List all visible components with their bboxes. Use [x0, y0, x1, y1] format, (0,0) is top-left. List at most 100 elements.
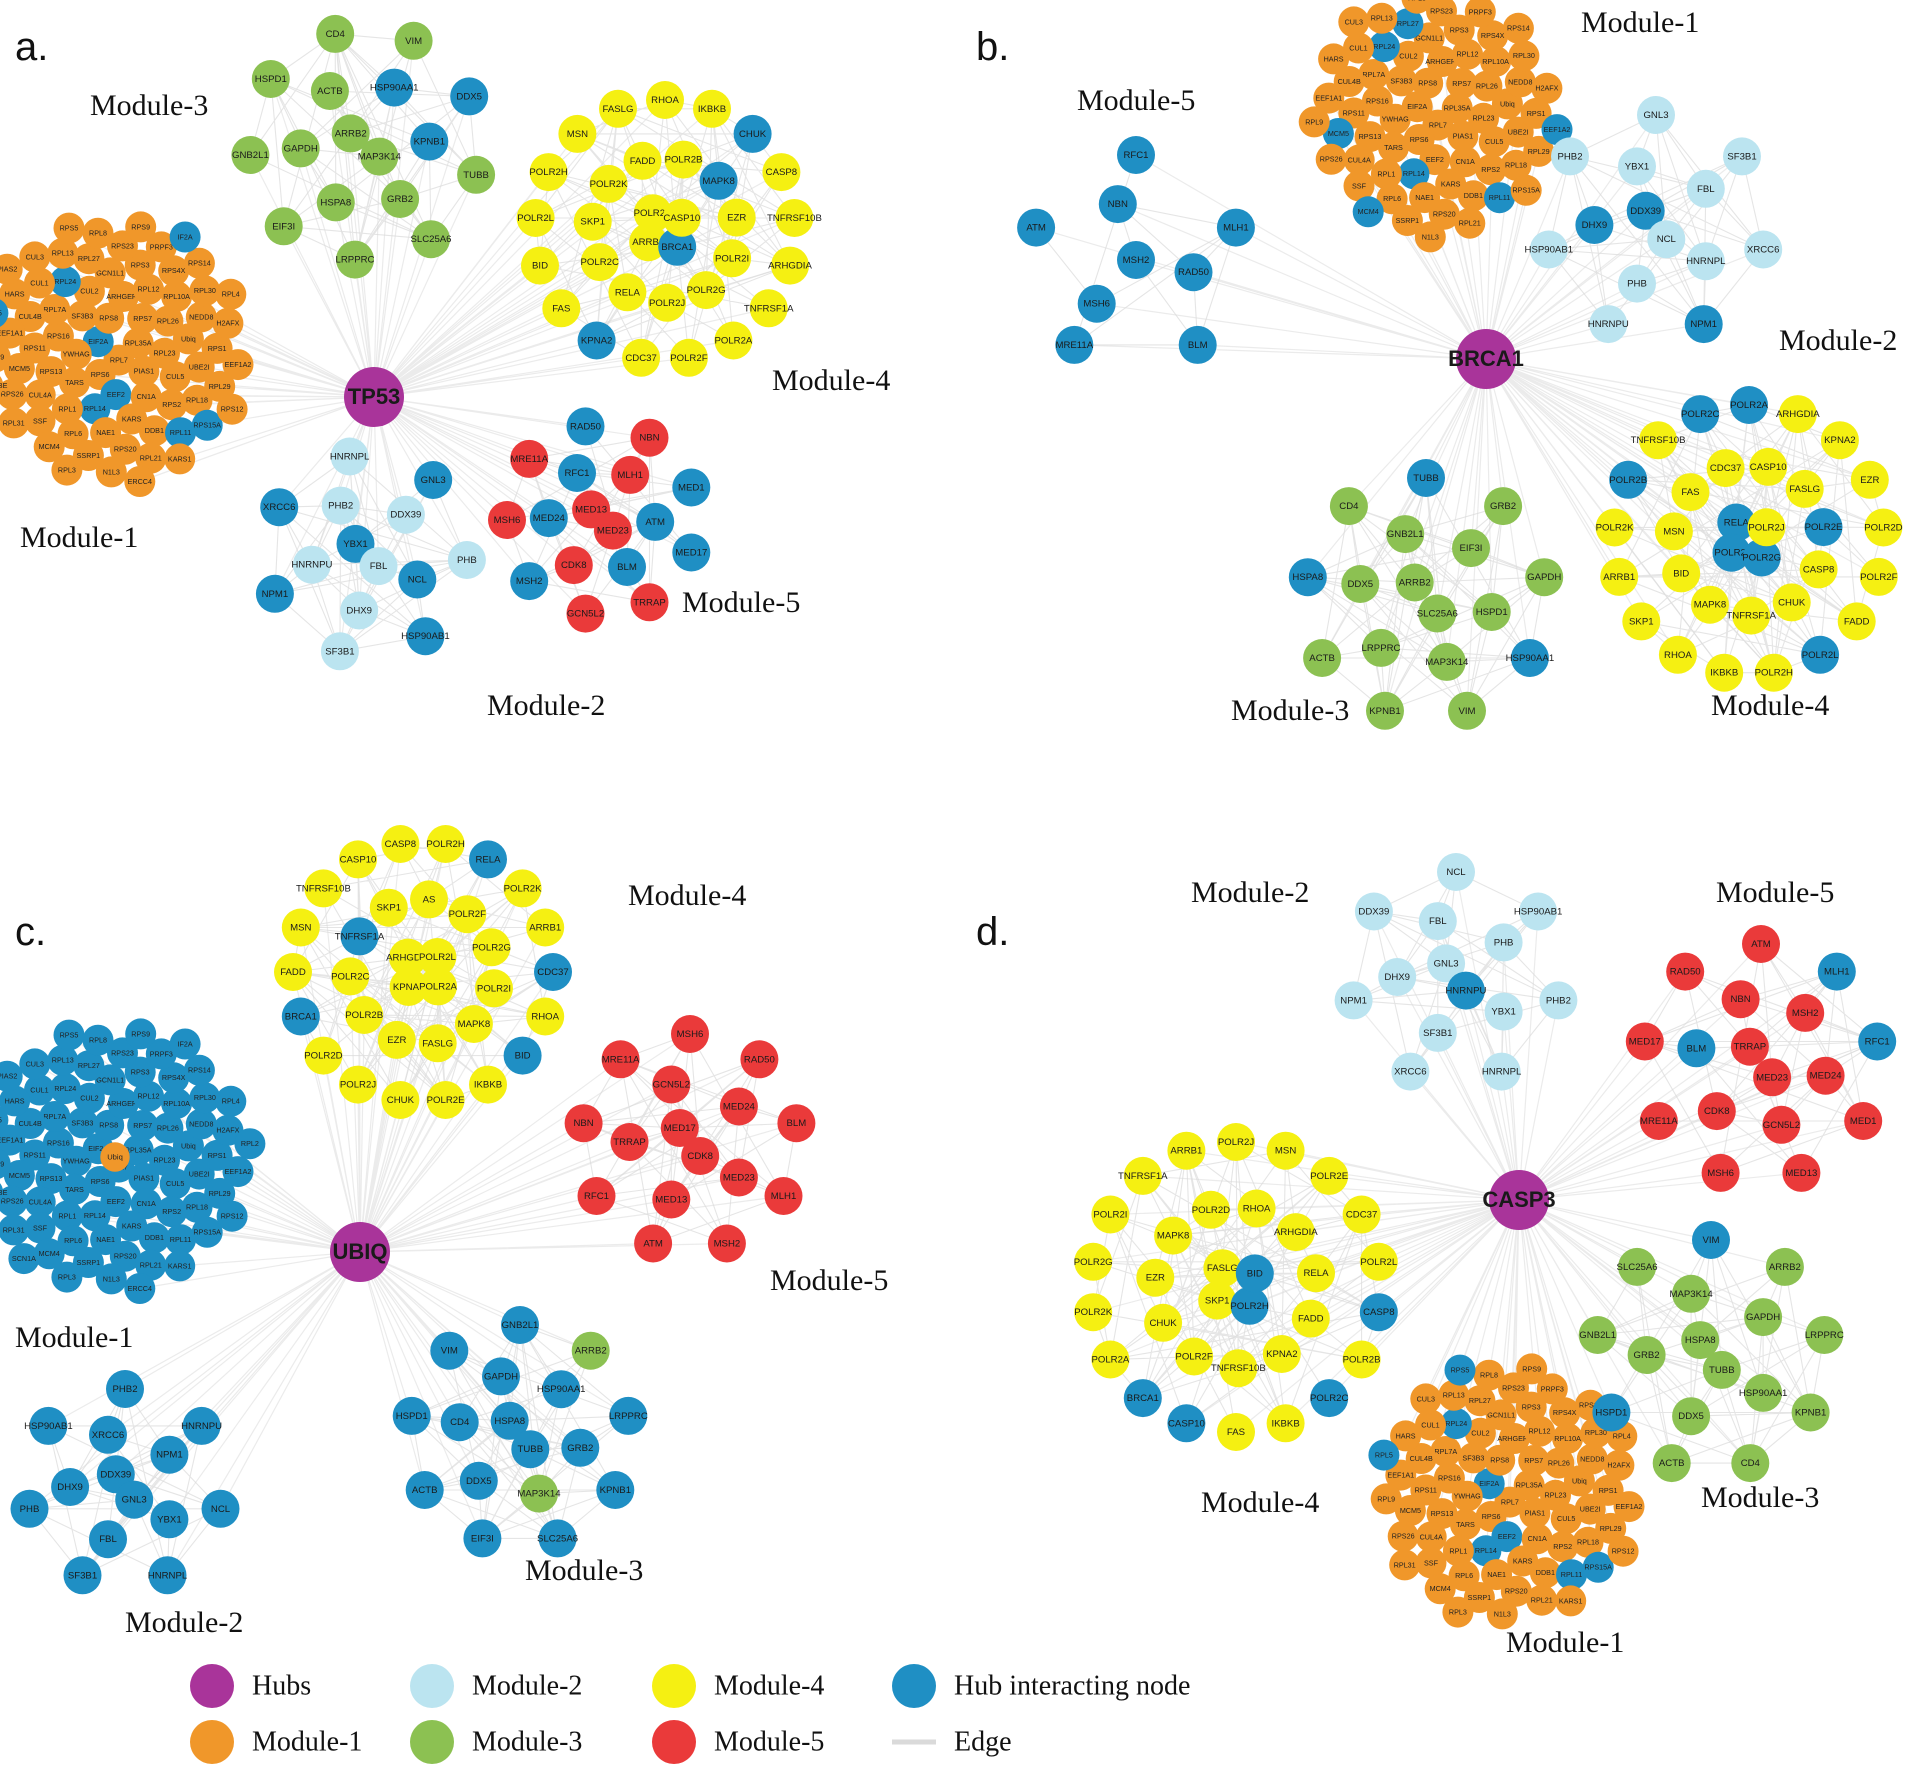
- svg-text:RPL10A: RPL10A: [163, 1099, 190, 1108]
- svg-text:CDC37: CDC37: [1710, 463, 1741, 474]
- svg-text:CDK8: CDK8: [561, 560, 587, 571]
- svg-text:MSH6: MSH6: [677, 1029, 704, 1040]
- svg-text:Module-5: Module-5: [714, 1726, 824, 1757]
- svg-text:TNFRSF1A: TNFRSF1A: [1118, 1171, 1168, 1182]
- svg-text:YWHAG: YWHAG: [1454, 1492, 1482, 1501]
- svg-text:HSPD1: HSPD1: [396, 1411, 428, 1422]
- svg-text:RPS2: RPS2: [162, 400, 181, 409]
- svg-text:PHB2: PHB2: [1546, 995, 1571, 1006]
- svg-text:ARRB2: ARRB2: [575, 1346, 607, 1357]
- svg-text:RPL5: RPL5: [0, 1116, 2, 1125]
- svg-text:SKP1: SKP1: [580, 217, 605, 228]
- svg-text:HSPD1: HSPD1: [1595, 1408, 1627, 1419]
- svg-text:RPL27: RPL27: [1397, 19, 1419, 28]
- svg-text:RPL26: RPL26: [1548, 1459, 1570, 1468]
- svg-text:POLR2I: POLR2I: [715, 253, 749, 264]
- svg-text:HSP90AA1: HSP90AA1: [1739, 1388, 1788, 1399]
- svg-text:YWHAG: YWHAG: [63, 1157, 91, 1166]
- svg-text:MAPK8: MAPK8: [458, 1019, 491, 1030]
- svg-text:Module-5: Module-5: [1716, 876, 1834, 909]
- svg-text:RELA: RELA: [1303, 1268, 1329, 1279]
- svg-text:RPL29: RPL29: [1600, 1524, 1622, 1533]
- svg-text:Module-5: Module-5: [770, 1264, 888, 1297]
- svg-text:RPL26: RPL26: [157, 317, 179, 326]
- svg-text:RHOA: RHOA: [1664, 650, 1692, 661]
- svg-text:RPL7A: RPL7A: [1362, 70, 1385, 79]
- svg-text:POLR2D: POLR2D: [1864, 523, 1902, 534]
- svg-text:POLR2B: POLR2B: [1343, 1355, 1381, 1366]
- svg-text:RPS20: RPS20: [114, 1252, 137, 1261]
- svg-text:FADD: FADD: [630, 156, 656, 167]
- svg-text:DDX5: DDX5: [1678, 1411, 1704, 1422]
- svg-text:FBL: FBL: [1429, 916, 1447, 927]
- svg-text:SSRP1: SSRP1: [77, 1258, 101, 1267]
- svg-text:RPS5: RPS5: [60, 224, 79, 233]
- svg-text:IKBKB: IKBKB: [474, 1080, 502, 1091]
- svg-text:MLH1: MLH1: [617, 470, 643, 481]
- svg-text:POLR2C: POLR2C: [1681, 409, 1719, 420]
- svg-text:RPL1: RPL1: [1377, 169, 1395, 178]
- svg-text:ACTB: ACTB: [317, 86, 343, 97]
- svg-text:NAE1: NAE1: [1487, 1570, 1506, 1579]
- svg-text:EEF1A1: EEF1A1: [1387, 1471, 1414, 1480]
- svg-text:POLR2F: POLR2F: [449, 909, 486, 920]
- svg-text:RPL31: RPL31: [3, 418, 25, 427]
- svg-text:HSPA8: HSPA8: [1292, 572, 1323, 583]
- svg-text:ARRB1: ARRB1: [529, 923, 561, 934]
- svg-text:EEF2: EEF2: [1498, 1532, 1516, 1541]
- svg-text:RPL4: RPL4: [222, 1097, 240, 1106]
- svg-text:N1L3: N1L3: [103, 467, 120, 476]
- svg-text:PIAS1: PIAS1: [1525, 1509, 1545, 1518]
- svg-text:IF2A: IF2A: [178, 232, 193, 241]
- svg-text:PIAS2: PIAS2: [0, 265, 17, 274]
- svg-text:Module-2: Module-2: [1191, 876, 1309, 909]
- svg-text:XRCC6: XRCC6: [92, 1430, 125, 1441]
- svg-text:RPL24: RPL24: [54, 277, 76, 286]
- svg-text:NAE1: NAE1: [96, 1235, 115, 1244]
- svg-text:RPL23: RPL23: [1473, 114, 1495, 123]
- svg-text:POLR2L: POLR2L: [1360, 1257, 1397, 1268]
- svg-text:SF3B1: SF3B1: [1423, 1028, 1452, 1039]
- svg-text:GNB2L1: GNB2L1: [1387, 529, 1424, 540]
- svg-text:RPL24: RPL24: [54, 1084, 76, 1093]
- svg-text:Module-4: Module-4: [772, 364, 890, 397]
- svg-text:RPS13: RPS13: [40, 1174, 63, 1183]
- svg-text:POLR2H: POLR2H: [1230, 1301, 1268, 1312]
- svg-text:DHX9: DHX9: [1384, 972, 1410, 983]
- svg-text:RPS7: RPS7: [1452, 79, 1471, 88]
- svg-text:POLR2F: POLR2F: [1860, 572, 1897, 583]
- svg-text:SKP1: SKP1: [1205, 1296, 1230, 1307]
- svg-text:RPS4X: RPS4X: [162, 1073, 186, 1082]
- svg-text:RPL13: RPL13: [52, 249, 74, 258]
- svg-text:EEF1A1: EEF1A1: [1315, 94, 1342, 103]
- svg-text:NEDD8: NEDD8: [1508, 77, 1532, 86]
- svg-text:RELA: RELA: [1724, 518, 1750, 529]
- svg-text:SLC25A6: SLC25A6: [410, 234, 451, 245]
- svg-text:Module-2: Module-2: [472, 1670, 582, 1701]
- svg-text:TNFRSF1A: TNFRSF1A: [744, 303, 794, 314]
- svg-text:GNB2L1: GNB2L1: [232, 150, 269, 161]
- svg-text:GNL3: GNL3: [1643, 110, 1668, 121]
- svg-text:EIF3I: EIF3I: [272, 221, 295, 232]
- svg-text:KPNB1: KPNB1: [1369, 706, 1400, 717]
- svg-text:POLR2A: POLR2A: [419, 981, 457, 992]
- svg-text:MCM4: MCM4: [39, 1249, 60, 1258]
- svg-text:CUL4A: CUL4A: [1348, 155, 1371, 164]
- svg-text:HIST2H2BE: HIST2H2BE: [0, 381, 8, 390]
- svg-text:RPS5: RPS5: [60, 1031, 79, 1040]
- svg-text:POLR2B: POLR2B: [665, 155, 703, 166]
- svg-text:RFC1: RFC1: [564, 468, 589, 479]
- svg-text:Hub interacting node: Hub interacting node: [954, 1670, 1190, 1701]
- svg-text:SF3B3: SF3B3: [71, 1118, 93, 1127]
- svg-text:MSN: MSN: [1663, 526, 1684, 537]
- svg-text:PHB: PHB: [1494, 937, 1514, 948]
- svg-text:CUL4A: CUL4A: [29, 390, 52, 399]
- svg-text:SSF: SSF: [1352, 181, 1367, 190]
- svg-text:RPL24: RPL24: [1373, 42, 1395, 51]
- svg-text:CUL4B: CUL4B: [19, 1119, 42, 1128]
- svg-text:DDX39: DDX39: [1358, 907, 1389, 918]
- svg-text:Module-3: Module-3: [1231, 694, 1349, 727]
- svg-text:H2AFX: H2AFX: [216, 1126, 239, 1135]
- svg-text:HSP90AA1: HSP90AA1: [1506, 653, 1555, 664]
- svg-text:PRPF3: PRPF3: [150, 1049, 173, 1058]
